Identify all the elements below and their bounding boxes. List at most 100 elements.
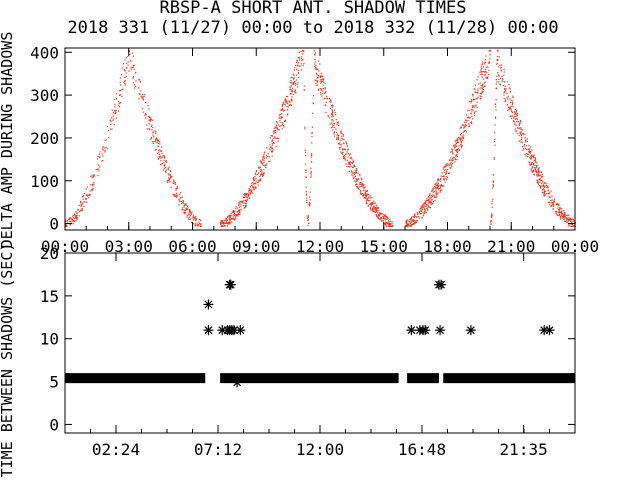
top-data-point: [406, 219, 408, 221]
top-data-point: [569, 218, 571, 220]
top-data-point: [110, 120, 112, 122]
top-data-point: [532, 171, 534, 173]
top-data-point: [85, 188, 87, 190]
top-data-point: [572, 218, 574, 220]
top-data-point: [453, 145, 455, 147]
top-data-point: [330, 105, 333, 107]
top-data-point: [184, 212, 186, 214]
top-data-point: [553, 198, 556, 201]
top-data-point: [551, 195, 553, 197]
top-y-axis-label: DELTA AMP DURING SHADOWS: [0, 32, 16, 249]
top-data-point: [187, 207, 189, 209]
top-data-point: [119, 102, 122, 104]
top-data-point: [78, 204, 80, 206]
top-data-point: [439, 180, 441, 182]
bottom-plot-frame: [64, 252, 576, 434]
top-data-point: [407, 224, 409, 227]
top-data-point: [367, 199, 369, 201]
top-data-point: [485, 55, 487, 57]
top-data-point: [78, 215, 80, 217]
top-data-point: [130, 67, 132, 69]
top-data-point: [132, 65, 134, 67]
top-data-point: [229, 219, 231, 221]
top-data-point: [475, 98, 477, 100]
top-data-point: [174, 195, 176, 198]
top-data-point: [273, 142, 275, 144]
top-data-point: [342, 151, 344, 154]
top-data-point: [144, 114, 146, 116]
top-data-point: [176, 187, 179, 189]
top-data-point: [268, 155, 270, 158]
top-data-point: [289, 89, 291, 91]
top-data-point: [273, 127, 275, 129]
top-data-point: [429, 202, 432, 204]
top-data-point: [347, 156, 349, 158]
top-data-point: [303, 50, 305, 53]
top-data-point: [376, 207, 378, 209]
top-data-point: [248, 188, 250, 190]
top-data-point: [541, 179, 543, 181]
top-data-point: [520, 127, 522, 129]
top-data-point: [148, 127, 150, 130]
top-data-point: [422, 215, 425, 217]
top-data-point: [188, 214, 190, 216]
top-data-point: [529, 157, 532, 160]
top-data-point: [155, 140, 157, 142]
top-data-point: [316, 80, 318, 82]
top-data-point: [298, 51, 300, 54]
top-data-point: [360, 186, 362, 188]
top-data-point: [571, 225, 573, 227]
top-data-point: [504, 100, 506, 103]
top-data-point: [262, 174, 264, 176]
top-data-point: [309, 191, 311, 193]
top-data-point: [379, 213, 381, 215]
top-data-point: [275, 145, 277, 147]
top-data-point: [531, 167, 534, 169]
top-data-point: [200, 223, 202, 225]
top-data-point: [105, 146, 107, 148]
top-data-point: [141, 97, 143, 99]
top-data-point: [420, 206, 422, 208]
top-data-point: [486, 72, 488, 74]
top-data-point: [159, 149, 161, 151]
top-data-point: [477, 90, 479, 92]
top-data-point: [98, 168, 100, 170]
star-stroke: [236, 326, 245, 335]
top-data-point: [494, 116, 497, 118]
top-data-point: [385, 216, 387, 218]
top-data-point: [176, 185, 178, 188]
top-data-point: [271, 147, 274, 149]
top-data-point: [571, 223, 573, 226]
top-data-point: [528, 144, 530, 147]
top-data-point: [463, 127, 465, 129]
top-data-point: [305, 193, 308, 195]
top-data-point: [118, 94, 121, 96]
top-data-point: [360, 193, 363, 195]
top-data-point: [281, 113, 283, 115]
top-data-point: [91, 189, 94, 191]
top-data-point: [101, 153, 103, 155]
top-data-point: [433, 190, 435, 192]
top-data-point: [470, 121, 472, 124]
top-data-point: [543, 186, 545, 189]
top-data-point: [276, 137, 278, 139]
top-data-point: [305, 171, 307, 173]
top-data-point: [365, 190, 368, 192]
top-data-point: [150, 117, 152, 119]
top-data-point: [515, 113, 517, 116]
top-data-point: [459, 139, 462, 141]
top-data-point: [347, 165, 350, 168]
top-data-point: [356, 180, 358, 182]
top-data-point: [566, 219, 568, 221]
top-data-point: [158, 157, 160, 160]
top-data-point: [322, 87, 325, 90]
top-data-point: [77, 212, 79, 214]
top-data-point: [426, 198, 428, 200]
top-data-point: [476, 91, 478, 93]
top-data-point: [303, 85, 305, 87]
top-data-point: [152, 132, 154, 134]
top-data-point: [377, 212, 379, 214]
top-data-point: [190, 215, 192, 217]
top-data-point: [190, 213, 192, 215]
top-data-point: [571, 222, 573, 224]
